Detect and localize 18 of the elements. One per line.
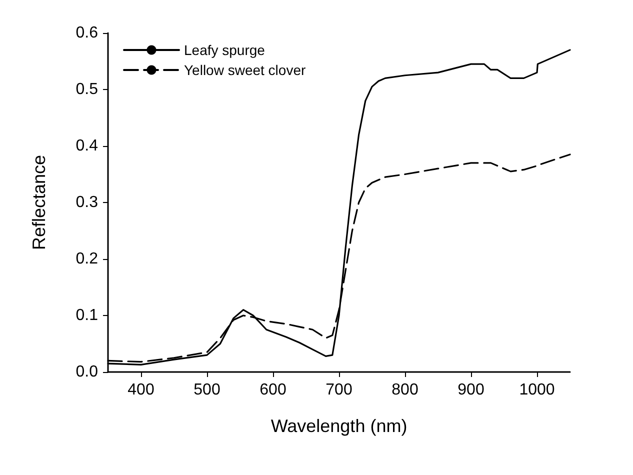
x-tick-label: 400 [128, 382, 154, 398]
legend-label: Yellow sweet clover [184, 62, 306, 78]
x-tick-label: 900 [458, 382, 484, 398]
x-tick-label: 500 [194, 382, 220, 398]
x-tick-label: 700 [326, 382, 352, 398]
y-tick-label: 0.1 [76, 307, 98, 324]
x-tick-label: 1000 [519, 382, 555, 398]
y-tick-label: 0.4 [76, 138, 98, 154]
y-tick-label: 0.6 [76, 24, 98, 42]
y-tick-label: 0.2 [76, 250, 98, 268]
y-tick-label: 0.5 [76, 81, 98, 98]
y-tick-label: 0.0 [76, 364, 98, 380]
x-tick-label: 600 [260, 382, 286, 398]
x-tick-label: 800 [392, 382, 418, 398]
y-tick-label: 0.3 [76, 194, 98, 211]
legend-label: Leafy spurge [184, 42, 266, 58]
y-axis-title: Reflectance [29, 154, 49, 250]
x-axis-title: Wavelength (nm) [270, 416, 408, 436]
